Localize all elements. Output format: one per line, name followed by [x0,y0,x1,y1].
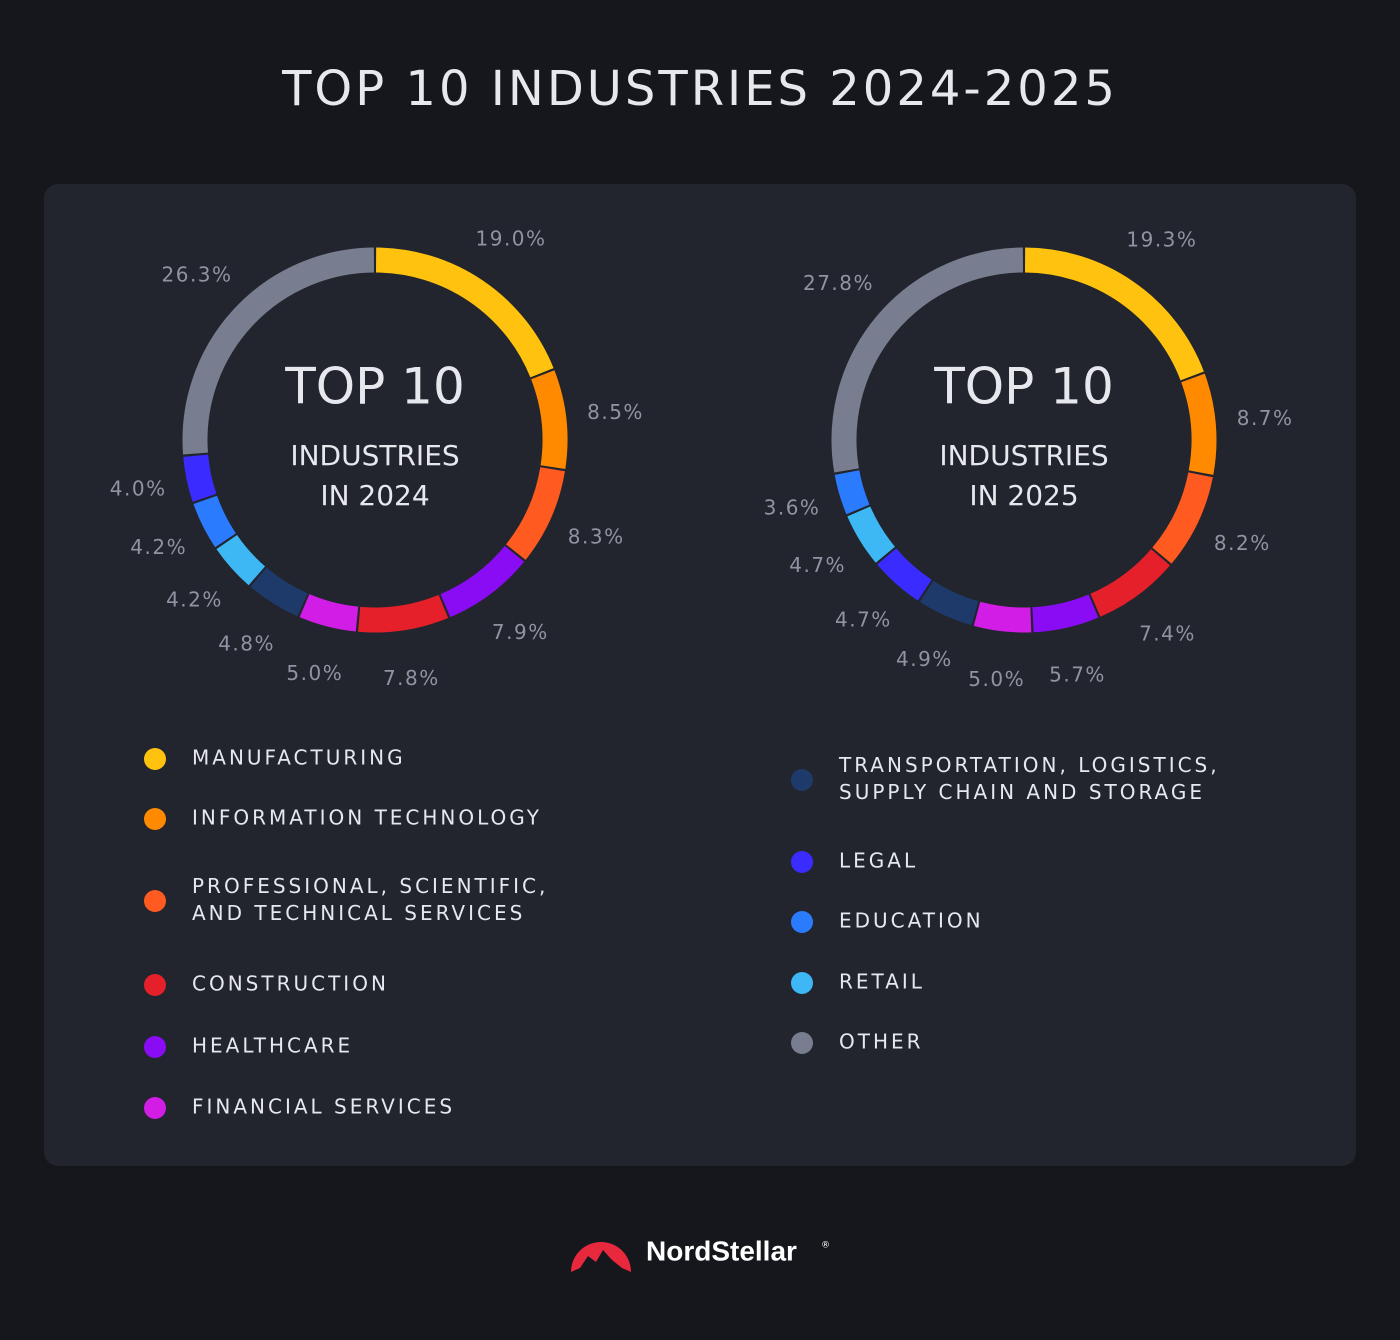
value-label: 26.3% [162,263,233,287]
value-label: 19.3% [1126,228,1197,252]
legend-label: CONSTRUCTION [192,972,389,996]
value-label: 5.0% [968,667,1025,691]
donut-segment [831,247,1024,473]
donut-segment [358,594,449,633]
legend-label: MANUFACTURING [192,746,406,770]
legend-label: PROFESSIONAL, SCIENTIFIC, [192,874,548,898]
legend-swatch [144,748,166,770]
donut-segment [193,495,237,548]
donut-segment [216,534,266,586]
panel [44,184,1356,1166]
value-label: 7.4% [1139,621,1196,645]
logo: NordStellar ® [571,1235,830,1272]
value-label: 19.0% [476,226,547,250]
donut-segment [250,567,308,617]
donut-segment [1152,472,1213,564]
legend-label: LEGAL [839,849,918,873]
legend-swatch [791,911,813,933]
value-label: 8.7% [1237,406,1294,430]
donut-segment [1024,247,1204,381]
center-text: IN 2024 [320,479,429,512]
donut-segment [375,247,554,378]
legend-label: OTHER [839,1030,924,1054]
donut-segment [440,545,525,618]
donut-segment [183,454,217,502]
value-label: 4.7% [789,553,846,577]
legend-label: TRANSPORTATION, LOGISTICS, [838,753,1220,777]
donut-segment [834,470,870,515]
donut-segment [919,580,979,626]
value-label: 3.6% [764,495,821,519]
value-label: 4.2% [166,588,223,612]
legend-label: AND TECHNICAL SERVICES [192,901,525,925]
legend-swatch [791,769,813,791]
donut-segment [1032,594,1099,633]
center-text: INDUSTRIES [939,439,1108,472]
value-label: 4.8% [218,632,275,656]
value-label: 8.2% [1214,531,1271,555]
value-label: 8.3% [568,525,625,549]
value-label: 27.8% [803,271,874,295]
center-title: TOP 10 [933,358,1114,416]
legend-swatch [144,808,166,830]
legend-swatch [144,1036,166,1058]
value-label: 7.9% [492,620,549,644]
value-label: 7.8% [383,666,440,690]
value-label: 5.0% [286,661,343,685]
legend-swatch [144,1097,166,1119]
value-label: 8.5% [587,400,644,424]
donut-chart: 19.3%8.7%8.2%7.4%5.7%5.0%4.9%4.7%4.7%3.6… [764,228,1294,691]
donut-segment [973,601,1032,633]
donut-segment [531,370,568,469]
center-text: IN 2025 [969,479,1078,512]
legend: MANUFACTURING INFORMATION TECHNOLOGY PROFE… [144,746,1220,1119]
legend-label: FINANCIAL SERVICES [192,1095,455,1119]
legend-label: SUPPLY CHAIN AND STORAGE [839,780,1205,804]
value-label: 5.7% [1049,663,1106,687]
donut-segment [1090,548,1171,617]
value-label: 4.2% [130,535,187,559]
donut-segment [182,247,375,455]
page-title: TOP 10 INDUSTRIES 2024-2025 [281,61,1118,117]
value-label: 4.0% [110,476,167,500]
center-title: TOP 10 [284,358,465,416]
donut-chart: 19.0% 8.5% 8.3% 7.9% 7.8% 5.0% 4.8% 4.2% 4.2% 4.0… [110,226,644,690]
legend-swatch [791,1032,813,1054]
donut-segment [505,466,565,560]
legend-label: INFORMATION TECHNOLOGY [192,806,542,830]
value-label: 4.7% [835,608,892,632]
legend-label: RETAIL [839,970,925,994]
value-label: 4.9% [896,647,953,671]
donut-segment [299,593,359,632]
brand-name: NordStellar [646,1235,797,1266]
legend-swatch [791,972,813,994]
donut-segment [1181,373,1217,475]
legend-swatch [144,890,166,912]
donut-segment [877,548,932,601]
donut-segment [847,506,896,563]
legend-label: EDUCATION [839,909,984,933]
logo-icon [571,1242,631,1272]
legend-swatch [791,851,813,873]
legend-swatch [144,974,166,996]
brand-mark: ® [821,1241,830,1251]
center-text: INDUSTRIES [290,439,459,472]
legend-label: HEALTHCARE [192,1034,353,1058]
